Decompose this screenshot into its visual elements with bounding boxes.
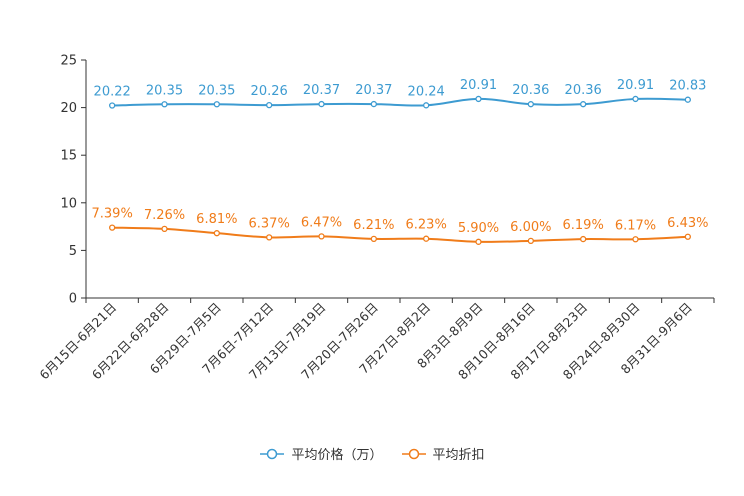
legend-line-circle-icon (260, 448, 285, 459)
data-point-0 (318, 100, 325, 108)
data-point-0 (580, 101, 587, 108)
data-label-0: 20.83 (669, 79, 706, 94)
data-label-0: 20.36 (565, 83, 602, 98)
data-point-0 (370, 100, 377, 108)
data-point-0 (423, 102, 430, 109)
data-point-0 (632, 95, 639, 103)
y-tick-label: 15 (60, 149, 77, 164)
y-tick-label: 25 (60, 54, 77, 69)
data-point-1 (684, 233, 691, 240)
data-point-1 (423, 235, 430, 242)
data-label-0: 20.24 (408, 84, 445, 99)
data-label-1: 6.19% (563, 218, 604, 233)
data-point-0 (684, 96, 691, 103)
legend-item-price[interactable]: 平均价格（万） (259, 444, 383, 463)
data-point-1 (213, 230, 220, 237)
data-label-1: 6.37% (249, 216, 290, 231)
data-point-1 (266, 234, 273, 241)
data-point-0 (213, 101, 220, 108)
data-point-1 (161, 225, 168, 233)
data-point-0 (161, 101, 168, 108)
y-tick-label: 0 (69, 292, 77, 307)
data-label-1: 7.39% (92, 207, 133, 222)
data-label-0: 20.36 (512, 83, 549, 98)
data-label-1: 6.47% (301, 215, 342, 230)
legend-item-discount[interactable]: 平均折扣 (401, 444, 485, 463)
data-label-0: 20.26 (251, 84, 288, 99)
data-label-0: 20.35 (146, 83, 183, 98)
data-point-0 (527, 101, 534, 108)
data-point-1 (580, 235, 587, 243)
legend-label-price: 平均价格（万） (291, 448, 383, 463)
data-point-1 (475, 238, 482, 245)
data-label-1: 6.81% (196, 212, 237, 227)
series-line-0 (112, 97, 688, 107)
chart-legend: 平均价格（万） 平均折扣 (0, 444, 744, 463)
data-label-0: 20.91 (460, 78, 497, 93)
y-tick-label: 5 (69, 244, 77, 259)
data-label-0: 20.35 (198, 83, 235, 98)
data-label-1: 7.26% (144, 208, 185, 223)
y-tick-label: 20 (60, 101, 77, 116)
data-point-1 (370, 235, 377, 243)
legend-line-circle-icon (401, 448, 426, 459)
y-tick-label: 10 (60, 196, 77, 211)
data-label-1: 6.00% (510, 220, 551, 235)
data-point-1 (527, 237, 534, 245)
data-point-0 (109, 102, 116, 109)
data-label-1: 6.17% (615, 218, 656, 233)
data-label-0: 20.37 (355, 83, 392, 98)
data-label-1: 6.43% (667, 216, 708, 231)
data-point-1 (109, 224, 116, 231)
data-label-1: 6.21% (353, 218, 394, 233)
series-line-1 (112, 226, 688, 243)
data-label-1: 6.23% (406, 218, 447, 233)
data-label-1: 5.90% (458, 221, 499, 236)
data-label-0: 20.22 (94, 85, 131, 100)
data-point-0 (266, 101, 273, 109)
data-point-0 (475, 95, 482, 103)
data-point-1 (318, 233, 325, 240)
data-label-0: 20.37 (303, 83, 340, 98)
data-label-0: 20.91 (617, 78, 654, 93)
data-point-1 (632, 236, 639, 243)
legend-label-discount: 平均折扣 (432, 448, 485, 463)
